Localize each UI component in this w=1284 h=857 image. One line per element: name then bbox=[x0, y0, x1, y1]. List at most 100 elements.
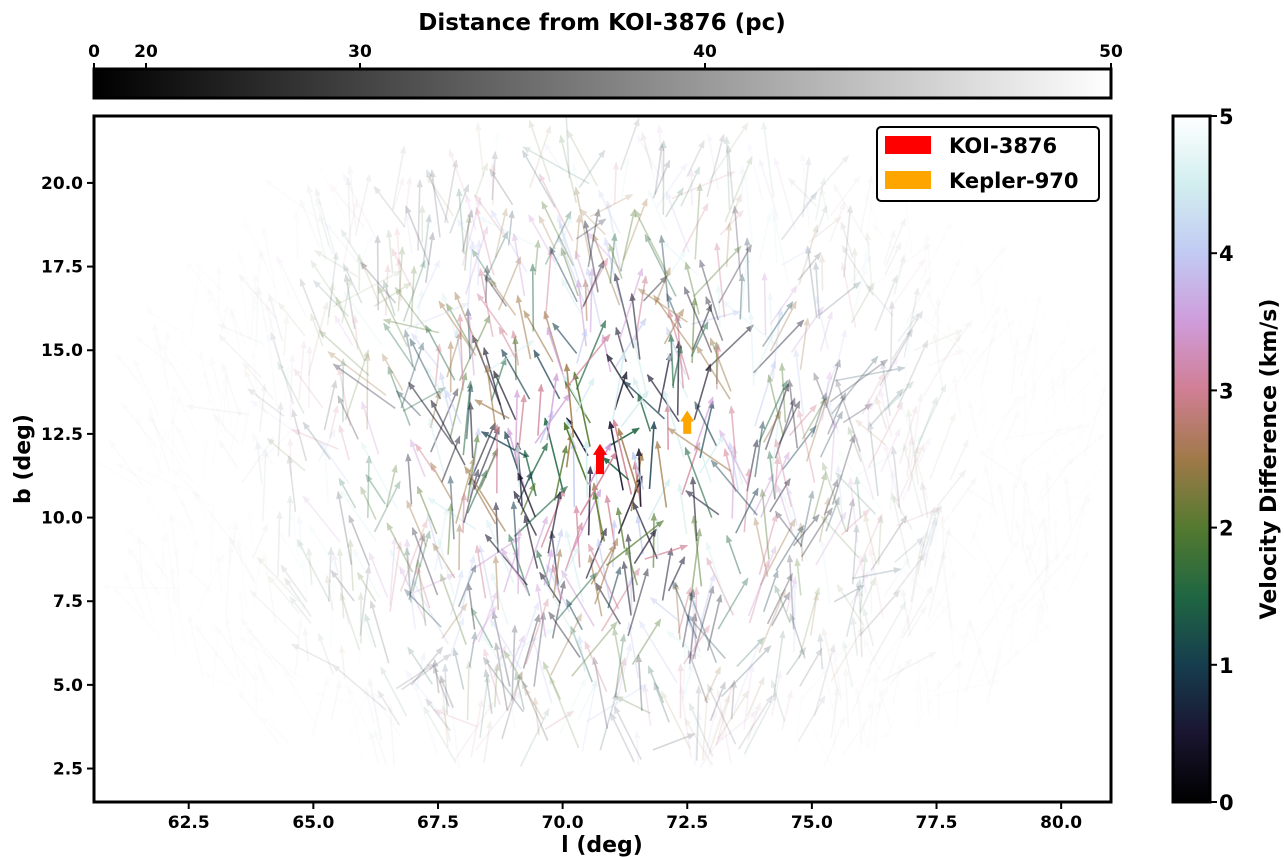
vector-arrow bbox=[532, 696, 540, 735]
vector-arrow bbox=[779, 362, 787, 423]
vector-arrow bbox=[682, 202, 709, 253]
vector-arrow bbox=[856, 588, 863, 658]
vector-arrow bbox=[580, 257, 609, 310]
vector-arrow bbox=[692, 245, 742, 298]
y-tick-label: 7.5 bbox=[53, 592, 83, 612]
vector-arrow bbox=[468, 631, 478, 668]
vector-arrow bbox=[819, 186, 830, 221]
vector-arrow bbox=[573, 186, 591, 261]
vector-arrow bbox=[665, 187, 684, 218]
vector-arrow bbox=[759, 488, 770, 560]
y-tick-label: 10.0 bbox=[41, 509, 83, 529]
vector-arrow bbox=[608, 420, 624, 491]
highlighted-stars bbox=[593, 410, 695, 475]
vector-arrow bbox=[851, 265, 868, 319]
vector-arrow bbox=[579, 451, 618, 516]
vector-arrow bbox=[752, 473, 775, 516]
vector-arrow bbox=[865, 397, 872, 433]
vector-arrow bbox=[916, 530, 929, 575]
vector-arrow bbox=[318, 330, 370, 376]
vector-arrow bbox=[706, 133, 719, 191]
vector-arrow bbox=[448, 148, 468, 199]
vector-arrow bbox=[480, 633, 503, 667]
vector-arrow bbox=[439, 675, 454, 709]
vector-arrow bbox=[691, 310, 741, 325]
vector-arrow bbox=[743, 663, 755, 730]
vector-arrow bbox=[631, 451, 645, 490]
vector-arrow bbox=[410, 646, 444, 686]
vector-arrow bbox=[623, 380, 666, 420]
vector-arrow bbox=[372, 692, 402, 738]
vector-arrow bbox=[311, 677, 329, 738]
vector-arrow bbox=[654, 142, 665, 195]
vector-arrow bbox=[774, 455, 781, 501]
vector-arrow bbox=[264, 302, 282, 364]
vector-arrow bbox=[249, 303, 287, 345]
vector-arrow bbox=[831, 646, 843, 702]
vector-arrow bbox=[605, 520, 664, 567]
vector-arrow bbox=[432, 658, 440, 694]
vector-arrow bbox=[853, 513, 883, 578]
vector-arrow bbox=[691, 297, 698, 364]
vector-arrow bbox=[399, 565, 427, 623]
vector-arrow bbox=[522, 146, 590, 185]
vector-arrow bbox=[471, 248, 498, 288]
vector-arrow bbox=[861, 372, 885, 415]
vector-arrow bbox=[564, 529, 585, 603]
vector-arrow bbox=[342, 199, 359, 265]
vector-arrow bbox=[373, 480, 401, 533]
vector-arrow bbox=[559, 134, 578, 204]
vector-arrow bbox=[411, 526, 439, 596]
vector-arrow bbox=[928, 349, 964, 367]
vector-arrow bbox=[884, 557, 910, 596]
vector-arrow bbox=[769, 285, 798, 325]
vector-arrow bbox=[511, 329, 520, 366]
vector-arrow bbox=[794, 693, 805, 752]
vector-arrow bbox=[515, 294, 532, 360]
vector-arrow bbox=[894, 536, 925, 563]
vector-arrow bbox=[840, 221, 854, 259]
vector-arrow bbox=[656, 162, 688, 208]
vector-arrow bbox=[821, 627, 839, 692]
vector-arrow bbox=[799, 317, 810, 370]
vector-arrow bbox=[136, 415, 162, 473]
vector-arrow bbox=[407, 646, 433, 685]
x-tick-label: 80.0 bbox=[1040, 813, 1082, 833]
vector-arrow bbox=[563, 363, 575, 438]
vector-arrow bbox=[619, 117, 640, 171]
vector-arrow bbox=[773, 630, 786, 697]
vector-arrow bbox=[386, 522, 414, 573]
vector-arrow bbox=[671, 171, 736, 200]
vector-arrow bbox=[511, 232, 526, 297]
vector-arrow bbox=[829, 201, 846, 242]
vector-arrow bbox=[454, 701, 494, 761]
vector-arrow bbox=[408, 381, 454, 445]
vector-arrow bbox=[646, 374, 680, 423]
vector-arrow bbox=[830, 626, 865, 682]
vector-arrow bbox=[425, 169, 449, 224]
vector-arrow bbox=[705, 541, 727, 603]
vector-arrow bbox=[409, 438, 426, 477]
vector-arrow bbox=[834, 365, 906, 382]
vector-arrow bbox=[511, 624, 518, 701]
vector-arrow bbox=[748, 559, 770, 624]
vector-arrow bbox=[365, 455, 373, 518]
vector-arrow bbox=[662, 389, 685, 458]
vector-arrow bbox=[614, 371, 628, 411]
vector-arrow bbox=[587, 465, 594, 536]
vector-arrow bbox=[893, 663, 902, 705]
vector-arrow bbox=[744, 703, 757, 759]
y-axis-ticks: 2.5 5.0 7.5 10.0 12.5 15.0 17.5 20.0 bbox=[41, 174, 94, 780]
vector-arrow bbox=[709, 337, 732, 392]
vector-arrow bbox=[823, 478, 839, 516]
vector-arrow bbox=[466, 469, 488, 514]
vector-arrow bbox=[821, 461, 847, 532]
vector-arrow bbox=[377, 690, 401, 726]
vector-arrow bbox=[923, 517, 938, 567]
vector-arrow bbox=[543, 142, 564, 173]
vector-arrow bbox=[775, 524, 805, 571]
vector-arrow bbox=[361, 400, 380, 455]
vector-arrow bbox=[575, 319, 607, 390]
vector-arrow bbox=[410, 265, 417, 326]
vector-arrow bbox=[906, 551, 925, 628]
